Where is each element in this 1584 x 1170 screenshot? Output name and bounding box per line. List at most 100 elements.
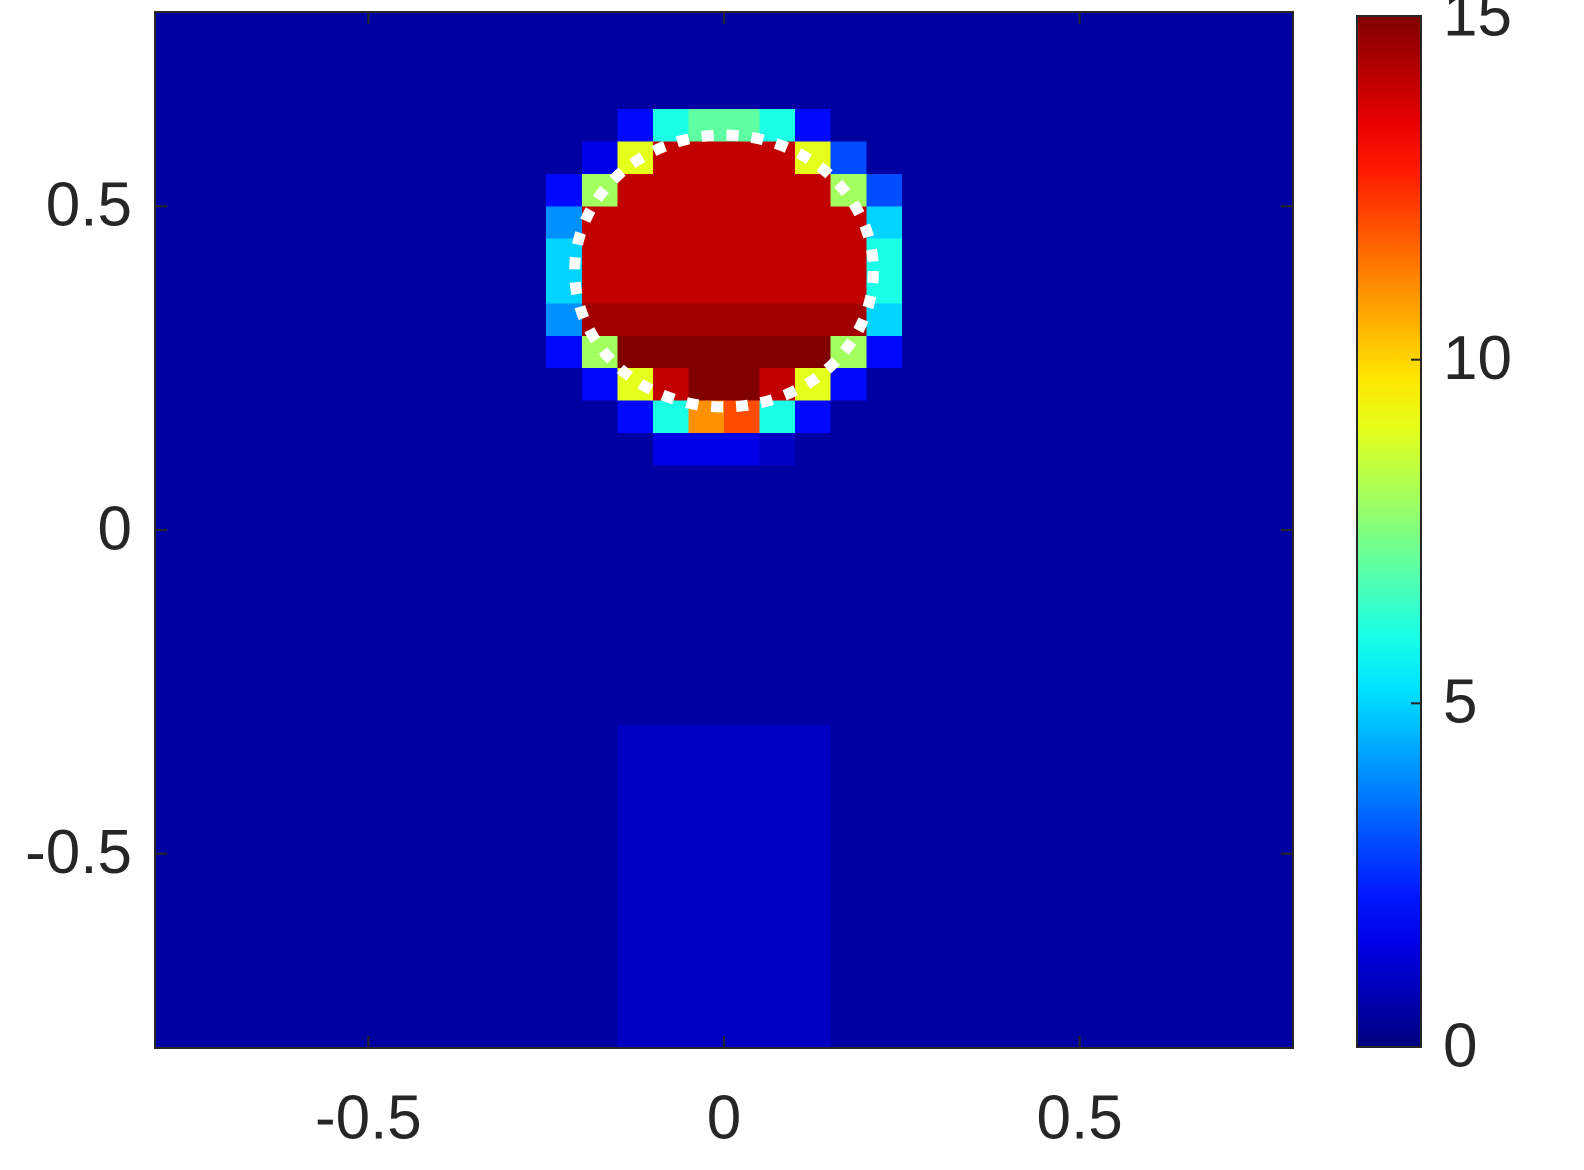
heatmap-cell [830, 627, 867, 661]
heatmap-cell [581, 691, 618, 725]
heatmap-cell [688, 627, 725, 661]
heatmap-cell [155, 918, 192, 952]
heatmap-cell [155, 530, 192, 563]
heatmap-cell [830, 594, 867, 628]
heatmap-cell [795, 821, 832, 855]
heatmap-cell [1008, 659, 1045, 693]
heatmap-cell [403, 497, 441, 531]
heatmap-cell [724, 12, 761, 45]
heatmap-cell [439, 821, 476, 855]
heatmap-cell [475, 465, 512, 499]
heatmap-cell [1008, 432, 1045, 466]
heatmap-cell [759, 335, 796, 369]
heatmap-cell [297, 141, 334, 175]
heatmap-cell [439, 368, 476, 402]
heatmap-cell [937, 886, 974, 920]
heatmap-cell [581, 44, 618, 78]
heatmap-cell [1221, 659, 1259, 693]
heatmap-cell [332, 206, 369, 240]
heatmap-cell [652, 400, 690, 434]
heatmap-cell [724, 1015, 761, 1049]
heatmap-cell [972, 530, 1010, 563]
heatmap-cell [1150, 12, 1187, 45]
heatmap-cell [688, 821, 725, 855]
heatmap-cell [830, 12, 867, 45]
heatmap-cell [1079, 562, 1116, 596]
heatmap-cell [724, 821, 761, 855]
heatmap-cell [190, 950, 227, 984]
heatmap-cell [617, 44, 654, 78]
heatmap-cell [830, 109, 867, 143]
heatmap-cell [190, 724, 227, 758]
heatmap-cell [475, 368, 512, 402]
heatmap-cell [937, 400, 974, 434]
heatmap-cell [297, 400, 334, 434]
heatmap-cell [652, 756, 690, 790]
heatmap-cell [1186, 12, 1223, 45]
heatmap-cell [1150, 853, 1187, 887]
heatmap-cell [937, 368, 974, 402]
heatmap-cell [581, 950, 618, 984]
heatmap-cell [724, 562, 761, 596]
heatmap-cell [1079, 886, 1116, 920]
heatmap-cell [261, 271, 298, 304]
heatmap-cell [475, 853, 512, 887]
heatmap-cell [226, 950, 263, 984]
heatmap-cell [1079, 368, 1116, 402]
heatmap-cell [652, 238, 690, 272]
heatmap-cell [190, 659, 227, 693]
heatmap-cell [226, 271, 263, 304]
heatmap-cell [1257, 562, 1294, 596]
heatmap-cell [795, 724, 832, 758]
heatmap-cell [937, 1015, 974, 1049]
heatmap-cell [972, 335, 1010, 369]
heatmap-cell [937, 271, 974, 304]
heatmap-cell [937, 756, 974, 790]
heatmap-cell [1008, 594, 1045, 628]
heatmap-cell [368, 497, 405, 531]
heatmap-cell [1008, 562, 1045, 596]
heatmap-cell [866, 691, 903, 725]
heatmap-cell [1150, 76, 1187, 110]
heatmap-cell [866, 44, 903, 78]
heatmap-cell [581, 789, 618, 822]
heatmap-cell [1044, 76, 1081, 110]
heatmap-cell [652, 432, 690, 466]
heatmap-cell [581, 1015, 618, 1049]
heatmap-cell [1115, 271, 1152, 304]
heatmap-cell [1008, 627, 1045, 661]
heatmap-cell [297, 918, 334, 952]
heatmap-cell [261, 821, 298, 855]
heatmap-cell [1008, 271, 1045, 304]
heatmap-cell [155, 983, 192, 1017]
heatmap-cell [403, 886, 441, 920]
heatmap-cell [403, 44, 441, 78]
heatmap-cell [937, 141, 974, 175]
heatmap-cell [155, 789, 192, 822]
heatmap-cell [759, 530, 796, 563]
heatmap-cell [155, 821, 192, 855]
heatmap-cell [1257, 756, 1294, 790]
heatmap-cell [1186, 724, 1223, 758]
heatmap-cell [688, 1015, 725, 1049]
heatmap-cell [297, 756, 334, 790]
heatmap-cell [688, 206, 725, 240]
heatmap-cell [972, 109, 1010, 143]
heatmap-cell [1150, 335, 1187, 369]
heatmap-cell [866, 335, 903, 369]
heatmap-cell [190, 789, 227, 822]
heatmap-cell [795, 756, 832, 790]
heatmap-cell [155, 724, 192, 758]
heatmap-cell [617, 562, 654, 596]
heatmap-cell [937, 983, 974, 1017]
heatmap-cell [332, 141, 369, 175]
heatmap-cell [1079, 627, 1116, 661]
heatmap-cell [1150, 465, 1187, 499]
heatmap-cell [1044, 400, 1081, 434]
heatmap-cell [332, 950, 369, 984]
heatmap-cell [1115, 886, 1152, 920]
heatmap-cell [1257, 691, 1294, 725]
heatmap-cell [866, 627, 903, 661]
heatmap-cell [1186, 594, 1223, 628]
heatmap-cell [155, 627, 192, 661]
